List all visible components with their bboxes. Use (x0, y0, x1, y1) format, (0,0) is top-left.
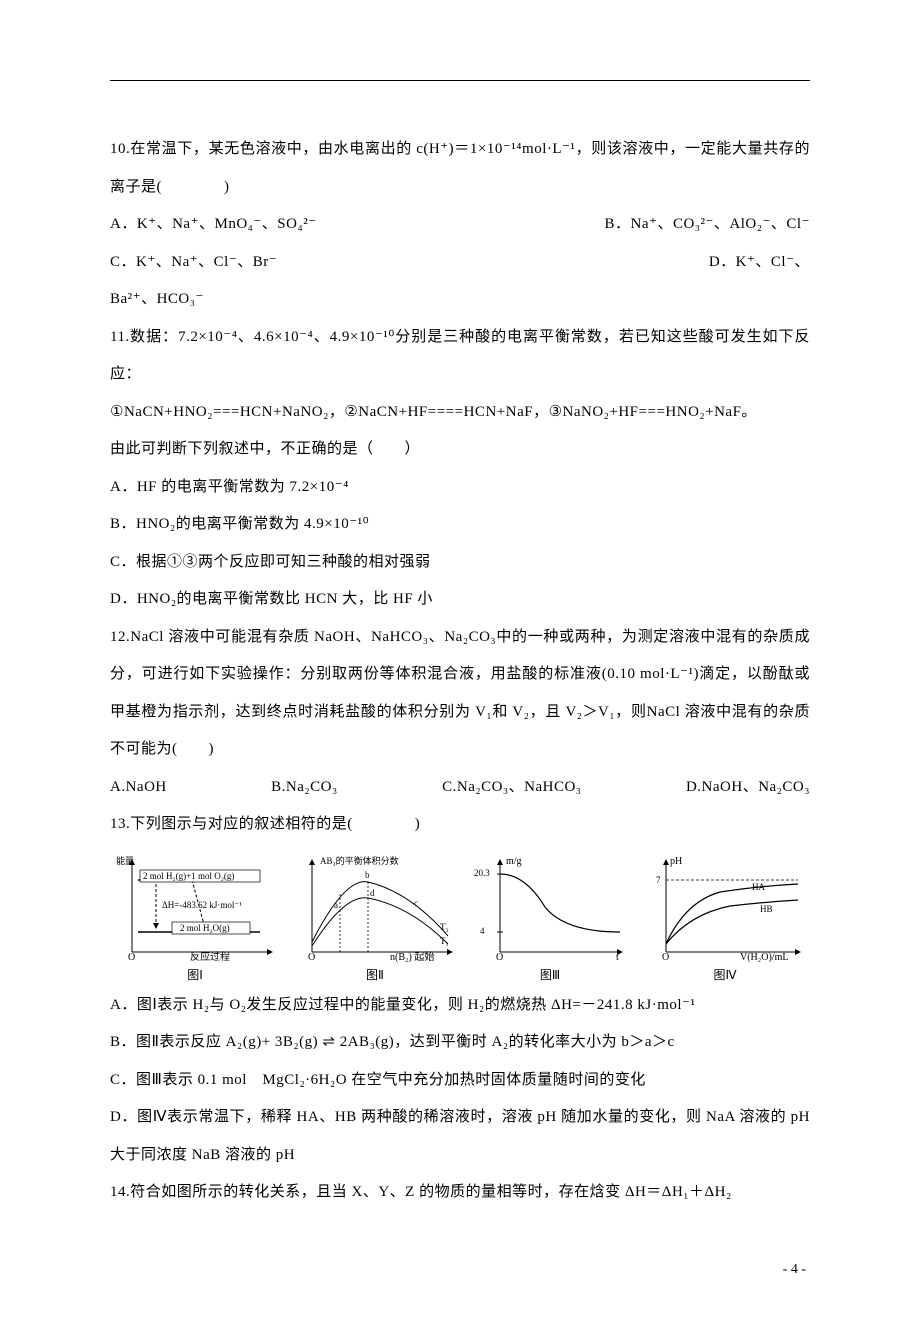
page-number: - 4 - (110, 1262, 810, 1278)
q12-stem: 12.NaCl 溶液中可能混有杂质 NaOH、NaHCO₃、Na₂CO₃中的一种… (110, 619, 810, 769)
chart-4-svg: O pH 7 HA HB V(H₂O)/mL (640, 852, 810, 962)
chart2-pt-b: b (365, 870, 370, 880)
chart3-tick-hi: 20.3 (474, 868, 490, 878)
chart-3-svg: O m/g 20.3 4 t (470, 852, 630, 962)
page-root: 10.在常温下，某无色溶液中，由水电离出的 c(H⁺)＝1×10⁻¹⁴mol·L… (0, 0, 920, 1318)
chart4-tick-7: 7 (656, 875, 661, 885)
q13-opt-b: B．图Ⅱ表示反应 A₂(g)+ 3B₂(g) ⇌ 2AB₃(g)，达到平衡时 A… (110, 1024, 810, 1062)
q11-stem: 11.数据：7.2×10⁻⁴、4.6×10⁻⁴、4.9×10⁻¹⁰分别是三种酸的… (110, 319, 810, 394)
chart2-pt-a: a (334, 900, 338, 910)
chart4-ylabel: pH (670, 856, 682, 867)
chart-2: AB₃的平衡体积分数 O a b d c T₂ T₁ n(B₂) 起始 图Ⅱ (290, 852, 460, 983)
q11-opt-a: A．HF 的电离平衡常数为 7.2×10⁻⁴ (110, 469, 810, 507)
header-rule (110, 80, 810, 81)
q12-opt-d: D.NaOH、Na₂CO₃ (686, 769, 810, 807)
chart2-t1: T₁ (440, 936, 449, 946)
q13-opt-c: C．图Ⅲ表示 0.1 mol MgCl₂·6H₂O 在空气中充分加热时固体质量随… (110, 1062, 810, 1100)
chart2-ylabel: AB₃的平衡体积分数 (320, 855, 399, 866)
q13-stem: 13.下列图示与对应的叙述相符的是( ) (110, 806, 810, 844)
q11-reactions: ①NaCN+HNO₂===HCN+NaNO₂，②NaCN+HF====HCN+N… (110, 394, 810, 432)
chart4-caption: 图Ⅳ (713, 966, 736, 983)
q13-charts: 能量 O 2 mol H₂(g)+1 mol O₂(g) ΔH=-483.62 … (110, 852, 810, 983)
q10-row1: A．K⁺、Na⁺、MnO₄⁻、SO₄²⁻ B．Na⁺、CO₃²⁻、AlO₂⁻、C… (110, 206, 810, 244)
chart3-xlabel: t (616, 952, 619, 962)
chart-3: O m/g 20.3 4 t 图Ⅲ (470, 852, 630, 983)
q10-stem: 10.在常温下，某无色溶液中，由水电离出的 c(H⁺)＝1×10⁻¹⁴mol·L… (110, 131, 810, 206)
q12-opt-b: B.Na₂CO₃ (271, 769, 338, 807)
q11-opt-b: B．HNO₂的电离平衡常数为 4.9×10⁻¹⁰ (110, 506, 810, 544)
chart2-origin: O (308, 952, 315, 962)
chart4-origin: O (662, 952, 669, 962)
chart3-origin: O (496, 952, 503, 962)
chart1-top: 2 mol H₂(g)+1 mol O₂(g) (143, 871, 234, 881)
q10-row2: C．K⁺、Na⁺、Cl⁻、Br⁻ D．K⁺、Cl⁻、 (110, 244, 810, 282)
chart-2-svg: AB₃的平衡体积分数 O a b d c T₂ T₁ n(B₂) 起始 (290, 852, 460, 962)
chart-4: O pH 7 HA HB V(H₂O)/mL 图Ⅳ (640, 852, 810, 983)
q10-opt-c: C．K⁺、Na⁺、Cl⁻、Br⁻ (110, 244, 277, 282)
q13-opt-a: A．图Ⅰ表示 H₂与 O₂发生反应过程中的能量变化，则 H₂的燃烧热 ΔH=－2… (110, 987, 810, 1025)
chart3-ylabel: m/g (506, 856, 522, 867)
chart4-xlabel: V(H₂O)/mL (740, 952, 788, 962)
chart3-tick-lo: 4 (480, 926, 485, 936)
q11-opt-d: D．HNO₂的电离平衡常数比 HCN 大，比 HF 小 (110, 581, 810, 619)
chart1-ylabel: 能量 (116, 855, 134, 866)
chart3-caption: 图Ⅲ (540, 966, 560, 983)
q10-opt-b: B．Na⁺、CO₃²⁻、AlO₂⁻、Cl⁻ (605, 206, 810, 244)
chart1-xlabel: 反应过程 (190, 950, 230, 962)
chart2-t2: T₂ (440, 922, 449, 932)
chart1-dh: ΔH=-483.62 kJ·mol⁻¹ (162, 900, 242, 910)
chart2-pt-d: d (370, 888, 375, 898)
chart1-bottom: 2 mol H₂O(g) (180, 923, 230, 933)
q10-opt-d: D．K⁺、Cl⁻、 (709, 244, 810, 282)
q10-opt-a: A．K⁺、Na⁺、MnO₄⁻、SO₄²⁻ (110, 206, 317, 244)
chart2-pt-c: c (414, 898, 418, 908)
q11-opt-c: C．根据①③两个反应即可知三种酸的相对强弱 (110, 544, 810, 582)
q13-opt-d: D．图Ⅳ表示常温下，稀释 HA、HB 两种酸的稀溶液时，溶液 pH 随加水量的变… (110, 1099, 810, 1174)
chart2-caption: 图Ⅱ (366, 966, 384, 983)
chart-1: 能量 O 2 mol H₂(g)+1 mol O₂(g) ΔH=-483.62 … (110, 852, 280, 983)
chart2-xlabel: n(B₂) 起始 (390, 950, 434, 962)
q12-opt-c: C.Na₂CO₃、NaHCO₃ (442, 769, 581, 807)
chart1-origin: O (128, 952, 135, 962)
q12-options: A.NaOH B.Na₂CO₃ C.Na₂CO₃、NaHCO₃ D.NaOH、N… (110, 769, 810, 807)
q14-stem: 14.符合如图所示的转化关系，且当 X、Y、Z 的物质的量相等时，存在焓变 ΔH… (110, 1174, 810, 1212)
chart4-ha: HA (752, 882, 765, 892)
q12-opt-a: A.NaOH (110, 769, 167, 807)
chart1-caption: 图Ⅰ (187, 966, 203, 983)
chart-1-svg: 能量 O 2 mol H₂(g)+1 mol O₂(g) ΔH=-483.62 … (110, 852, 280, 962)
chart4-hb: HB (760, 904, 773, 914)
q11-lead: 由此可判断下列叙述中，不正确的是（ ） (110, 431, 810, 469)
q10-opt-d-cont: Ba²⁺、HCO₃⁻ (110, 281, 810, 319)
